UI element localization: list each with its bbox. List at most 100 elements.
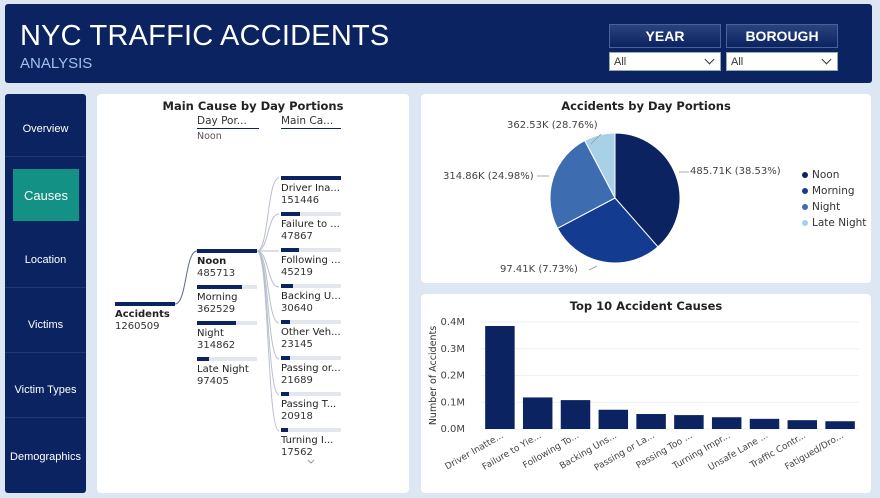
tree-node-value: 45219 — [281, 267, 313, 278]
tree-root-node[interactable]: Accidents 1260509 — [115, 302, 175, 333]
tree-node-main-cause[interactable]: Passing or... 21689 — [281, 356, 341, 387]
decomposition-tree-card: Main Cause by Day Portions Day Por... No… — [97, 94, 409, 493]
tree-node-day-portion[interactable]: Morning 362529 — [197, 285, 257, 316]
nav-location[interactable]: Location — [5, 233, 86, 288]
tree-node-bar — [281, 428, 341, 432]
pie-title: Accidents by Day Portions — [561, 99, 731, 113]
bar-chart-card: Top 10 Accident Causes 0.0M 0.1M 0.2M 0.3M 0… — [421, 294, 871, 493]
legend-item[interactable]: Night — [802, 201, 840, 213]
tree-node-main-cause[interactable]: Backing U... 30640 — [281, 284, 341, 315]
pie-slice[interactable] — [583, 132, 616, 199]
page-subtitle: ANALYSIS — [20, 55, 93, 72]
tree-column-header-label: Day Por... — [197, 115, 247, 127]
year-dropdown[interactable]: All — [609, 52, 721, 71]
bar[interactable] — [787, 420, 818, 429]
tree-node-main-cause[interactable]: Turning I... 17562 — [281, 428, 341, 459]
tree-node-value: 1260509 — [115, 321, 160, 332]
chevron-down-icon — [704, 54, 715, 65]
tree-node-value: 47867 — [281, 231, 313, 242]
pie-data-label: 485.71K (38.53%) — [690, 166, 781, 177]
tree-node-bar — [281, 176, 341, 180]
tree-node-label: Other Veh... — [281, 327, 341, 338]
bar[interactable] — [711, 417, 742, 429]
tree-column-header-day-portion[interactable]: Day Por... — [197, 115, 259, 129]
tree-node-label: Following ... — [281, 255, 341, 266]
tree-node-day-portion[interactable]: Late Night 97405 — [197, 357, 257, 388]
tree-node-value: 21689 — [281, 375, 313, 386]
tree-column-header-main-cause[interactable]: Main Ca... — [281, 115, 341, 129]
year-slicer-header: YEAR — [609, 24, 721, 48]
legend-label: Night — [812, 201, 841, 213]
bar[interactable] — [522, 397, 553, 429]
bar[interactable] — [674, 415, 704, 429]
tree-node-value: 20918 — [281, 411, 313, 422]
pie-leader-line — [588, 265, 598, 271]
tree-node-main-cause[interactable]: Following ... 45219 — [281, 248, 341, 279]
tree-node-bar — [197, 249, 257, 253]
legend-item[interactable]: Noon — [802, 169, 839, 181]
tree-node-day-portion[interactable]: Night 314862 — [197, 321, 257, 352]
pie-leader-line — [590, 133, 602, 145]
bar[interactable] — [825, 421, 855, 429]
tree-node-main-cause[interactable]: Other Veh... 23145 — [281, 320, 341, 351]
bar[interactable] — [749, 418, 780, 429]
tree-node-main-cause[interactable]: Driver Ina... 151446 — [281, 176, 341, 207]
tree-node-value: 314862 — [197, 340, 236, 351]
legend-label: Noon — [812, 169, 840, 181]
nav-overview[interactable]: Overview — [5, 102, 86, 157]
tree-node-bar — [281, 356, 341, 360]
chevron-down-icon — [821, 54, 832, 65]
bar[interactable] — [485, 326, 515, 429]
pie-slice[interactable] — [556, 197, 659, 264]
nav-demographics[interactable]: Demographics — [10, 450, 81, 463]
nav-victims[interactable]: Victims — [5, 298, 86, 353]
borough-dropdown-value: All — [731, 55, 744, 68]
tree-title: Main Cause by Day Portions — [162, 99, 344, 113]
y-tick-label: 0.4M — [440, 317, 465, 328]
legend-item[interactable]: Morning — [802, 185, 855, 197]
tree-node-label: Driver Ina... — [281, 183, 340, 194]
tree-node-value: 151446 — [281, 195, 320, 206]
header-banner: NYC TRAFFIC ACCIDENTS ANALYSIS YEAR All … — [5, 4, 872, 83]
pie-slice[interactable] — [549, 139, 616, 229]
pie-data-label: 314.86K (24.98%) — [443, 171, 534, 182]
tree-node-value: 30640 — [281, 303, 313, 314]
tree-node-value: 97405 — [197, 376, 229, 387]
tree-node-bar — [197, 321, 257, 325]
tree-node-label: Night — [197, 328, 224, 339]
tree-node-day-portion[interactable]: Noon 485713 — [197, 249, 257, 280]
y-tick-label: 0.2M — [440, 371, 465, 382]
pie-chart[interactable] — [421, 94, 871, 283]
borough-dropdown[interactable]: All — [726, 52, 838, 71]
tree-node-main-cause[interactable]: Passing T... 20918 — [281, 392, 341, 423]
y-tick-label: 0.1M — [440, 397, 465, 408]
year-dropdown-value: All — [614, 55, 627, 68]
pie-slice[interactable] — [614, 132, 681, 248]
tree-column-header-label: Main Ca... — [281, 115, 334, 127]
bar-chart-title: Top 10 Accident Causes — [569, 299, 723, 313]
tree-column-filter: Noon — [197, 131, 222, 142]
nav-causes[interactable]: Causes — [13, 169, 79, 221]
legend-item[interactable]: Late Night — [802, 217, 866, 229]
bar[interactable] — [636, 414, 666, 429]
tree-node-label: Turning I... — [281, 435, 334, 446]
legend-label: Late Night — [812, 217, 867, 229]
borough-slicer-header: BOROUGH — [726, 24, 838, 48]
tree-node-label: Late Night — [197, 364, 249, 375]
tree-node-bar — [281, 284, 341, 288]
tree-node-bar — [281, 320, 341, 324]
tree-node-value: 17562 — [281, 447, 313, 458]
y-axis-label: Number of Accidents — [428, 326, 439, 425]
sidebar-nav: Overview Causes Location Victims Victim … — [5, 94, 86, 493]
tree-node-bar — [197, 357, 257, 361]
legend-dot-icon — [802, 204, 808, 210]
bar[interactable] — [598, 409, 629, 429]
nav-victim-types[interactable]: Victim Types — [5, 363, 86, 418]
tree-node-main-cause[interactable]: Failure to ... 47867 — [281, 212, 341, 243]
bar[interactable] — [560, 400, 591, 429]
tree-node-label: Passing or... — [281, 363, 341, 374]
tree-node-value: 362529 — [197, 304, 236, 315]
legend-dot-icon — [802, 220, 808, 226]
tree-node-label: Passing T... — [281, 399, 337, 410]
